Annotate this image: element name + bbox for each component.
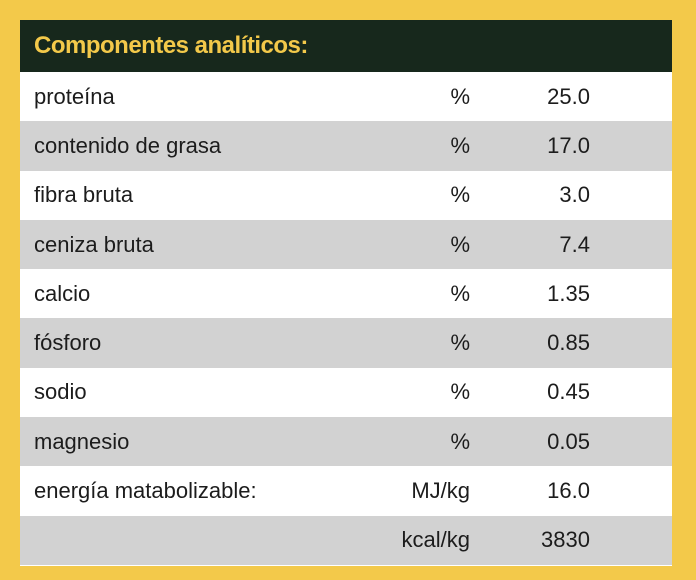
table-row: sodio % 0.45 xyxy=(20,368,672,417)
table-row: magnesio % 0.05 xyxy=(20,417,672,467)
component-value: 17.0 xyxy=(547,132,590,158)
component-unit: % xyxy=(450,182,470,208)
component-unit: MJ/kg xyxy=(411,478,470,504)
table-title: Componentes analíticos: xyxy=(34,32,308,59)
component-name: ceniza bruta xyxy=(34,231,154,257)
component-unit: % xyxy=(450,379,470,405)
component-value: 3830 xyxy=(541,527,590,553)
table-row: calcio % 1.35 xyxy=(20,269,672,318)
table-body: proteína % 25.0 contenido de grasa % 17.… xyxy=(20,72,672,565)
component-name: fibra bruta xyxy=(34,182,134,208)
component-unit: kcal/kg xyxy=(401,527,470,553)
component-name: magnesio xyxy=(34,428,130,454)
table-row: fósforo % 0.85 xyxy=(20,318,672,368)
nutrition-table: Componentes analíticos: proteína % 25.0 … xyxy=(20,20,672,566)
component-value: 0.05 xyxy=(547,428,590,454)
component-value: 16.0 xyxy=(547,478,590,504)
component-value: 0.45 xyxy=(547,379,590,405)
component-name: calcio xyxy=(34,280,91,306)
component-unit: % xyxy=(450,83,470,109)
table-row: proteína % 25.0 xyxy=(20,72,672,121)
component-unit: % xyxy=(450,330,470,356)
component-name: proteína xyxy=(34,83,115,109)
table-row: fibra bruta % 3.0 xyxy=(20,171,672,220)
table-row: ceniza bruta % 7.4 xyxy=(20,219,672,270)
component-value: 3.0 xyxy=(559,182,590,208)
table-row: energía matabolizable: MJ/kg 16.0 xyxy=(20,466,672,515)
component-value: 0.85 xyxy=(547,330,590,356)
component-unit: % xyxy=(450,428,470,454)
component-name: energía matabolizable: xyxy=(34,478,257,504)
component-value: 1.35 xyxy=(547,280,590,306)
component-value: 7.4 xyxy=(559,231,590,257)
table-header: Componentes analíticos: xyxy=(20,20,672,72)
component-unit: % xyxy=(450,231,470,257)
component-unit: % xyxy=(450,280,470,306)
table-row: kcal/kg 3830 xyxy=(20,515,672,565)
component-name: sodio xyxy=(34,379,87,405)
component-name: contenido de grasa xyxy=(34,132,222,158)
component-unit: % xyxy=(450,132,470,158)
component-value: 25.0 xyxy=(547,83,590,109)
table-row: contenido de grasa % 17.0 xyxy=(20,121,672,171)
component-name: fósforo xyxy=(34,330,102,356)
